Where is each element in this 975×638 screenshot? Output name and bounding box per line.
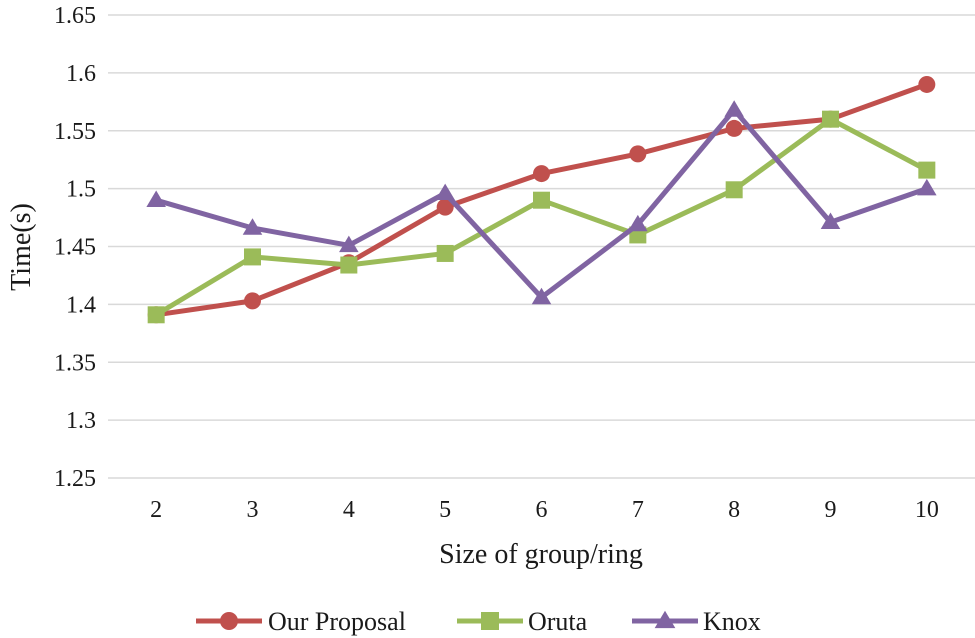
data-point-square	[918, 161, 936, 179]
y-tick-label: 1.6	[66, 61, 96, 87]
legend-label: Our Proposal	[268, 607, 406, 636]
y-tick-label: 1.4	[66, 292, 96, 318]
x-tick-label: 9	[825, 497, 837, 523]
series-knox	[146, 100, 937, 305]
data-point-square	[481, 612, 499, 630]
y-tick-label: 1.55	[54, 119, 96, 145]
series-line	[153, 116, 930, 318]
legend-item: Oruta	[457, 607, 588, 636]
y-tick-label: 1.65	[54, 3, 96, 29]
y-axis-title: Time(s)	[6, 203, 37, 291]
data-point-circle	[533, 165, 550, 183]
y-axis-ticks: 1.25 1.3 1.35 1.4 1.45 1.5 1.55 1.6 1.65	[54, 3, 96, 492]
x-tick-label: 10	[915, 497, 939, 523]
x-tick-label: 5	[439, 497, 451, 523]
data-point-square	[725, 181, 743, 199]
x-tick-label: 2	[150, 497, 162, 523]
data-point-triangle	[628, 214, 648, 232]
data-point-triangle	[724, 100, 744, 117]
data-point-triangle	[339, 235, 359, 253]
x-tick-label: 8	[728, 497, 740, 523]
data-point-triangle	[820, 212, 841, 229]
legend-label: Oruta	[528, 607, 588, 636]
y-tick-label: 1.3	[66, 408, 96, 434]
data-point-triangle	[435, 183, 455, 201]
data-point-square	[340, 256, 358, 274]
data-point-circle	[725, 119, 743, 137]
data-point-triangle	[242, 218, 263, 235]
x-tick-label: 6	[536, 497, 548, 523]
data-point-triangle	[654, 610, 676, 629]
data-point-circle	[918, 75, 936, 93]
y-tick-label: 1.45	[54, 235, 96, 261]
data-point-square	[244, 248, 261, 266]
data-point-triangle	[531, 287, 552, 305]
gridlines	[108, 14, 975, 479]
y-tick-label: 1.5	[66, 177, 96, 203]
data-point-triangle	[917, 178, 937, 196]
data-point-triangle	[146, 190, 166, 207]
x-tick-label: 3	[247, 497, 259, 523]
x-axis-ticks: 2 3 4 5 6 7 8 9 10	[150, 497, 939, 523]
data-point-square	[436, 244, 454, 262]
data-point-circle	[244, 292, 261, 310]
legend-item: Knox	[632, 607, 761, 636]
data-point-circle	[629, 145, 647, 163]
y-tick-label: 1.35	[54, 350, 96, 376]
x-tick-label: 7	[632, 497, 644, 523]
series-group	[146, 75, 937, 324]
data-point-square	[822, 110, 839, 128]
legend: Our Proposal Oruta Knox	[196, 607, 761, 636]
x-axis-title: Size of group/ring	[439, 539, 643, 570]
data-point-square	[533, 191, 550, 209]
series-oruta	[147, 110, 936, 324]
data-point-circle	[220, 612, 238, 630]
data-point-square	[147, 306, 165, 324]
legend-label: Knox	[703, 607, 761, 636]
legend-item: Our Proposal	[196, 607, 406, 636]
data-point-circle	[436, 198, 454, 216]
y-tick-label: 1.25	[54, 466, 96, 492]
x-tick-label: 4	[343, 497, 355, 523]
